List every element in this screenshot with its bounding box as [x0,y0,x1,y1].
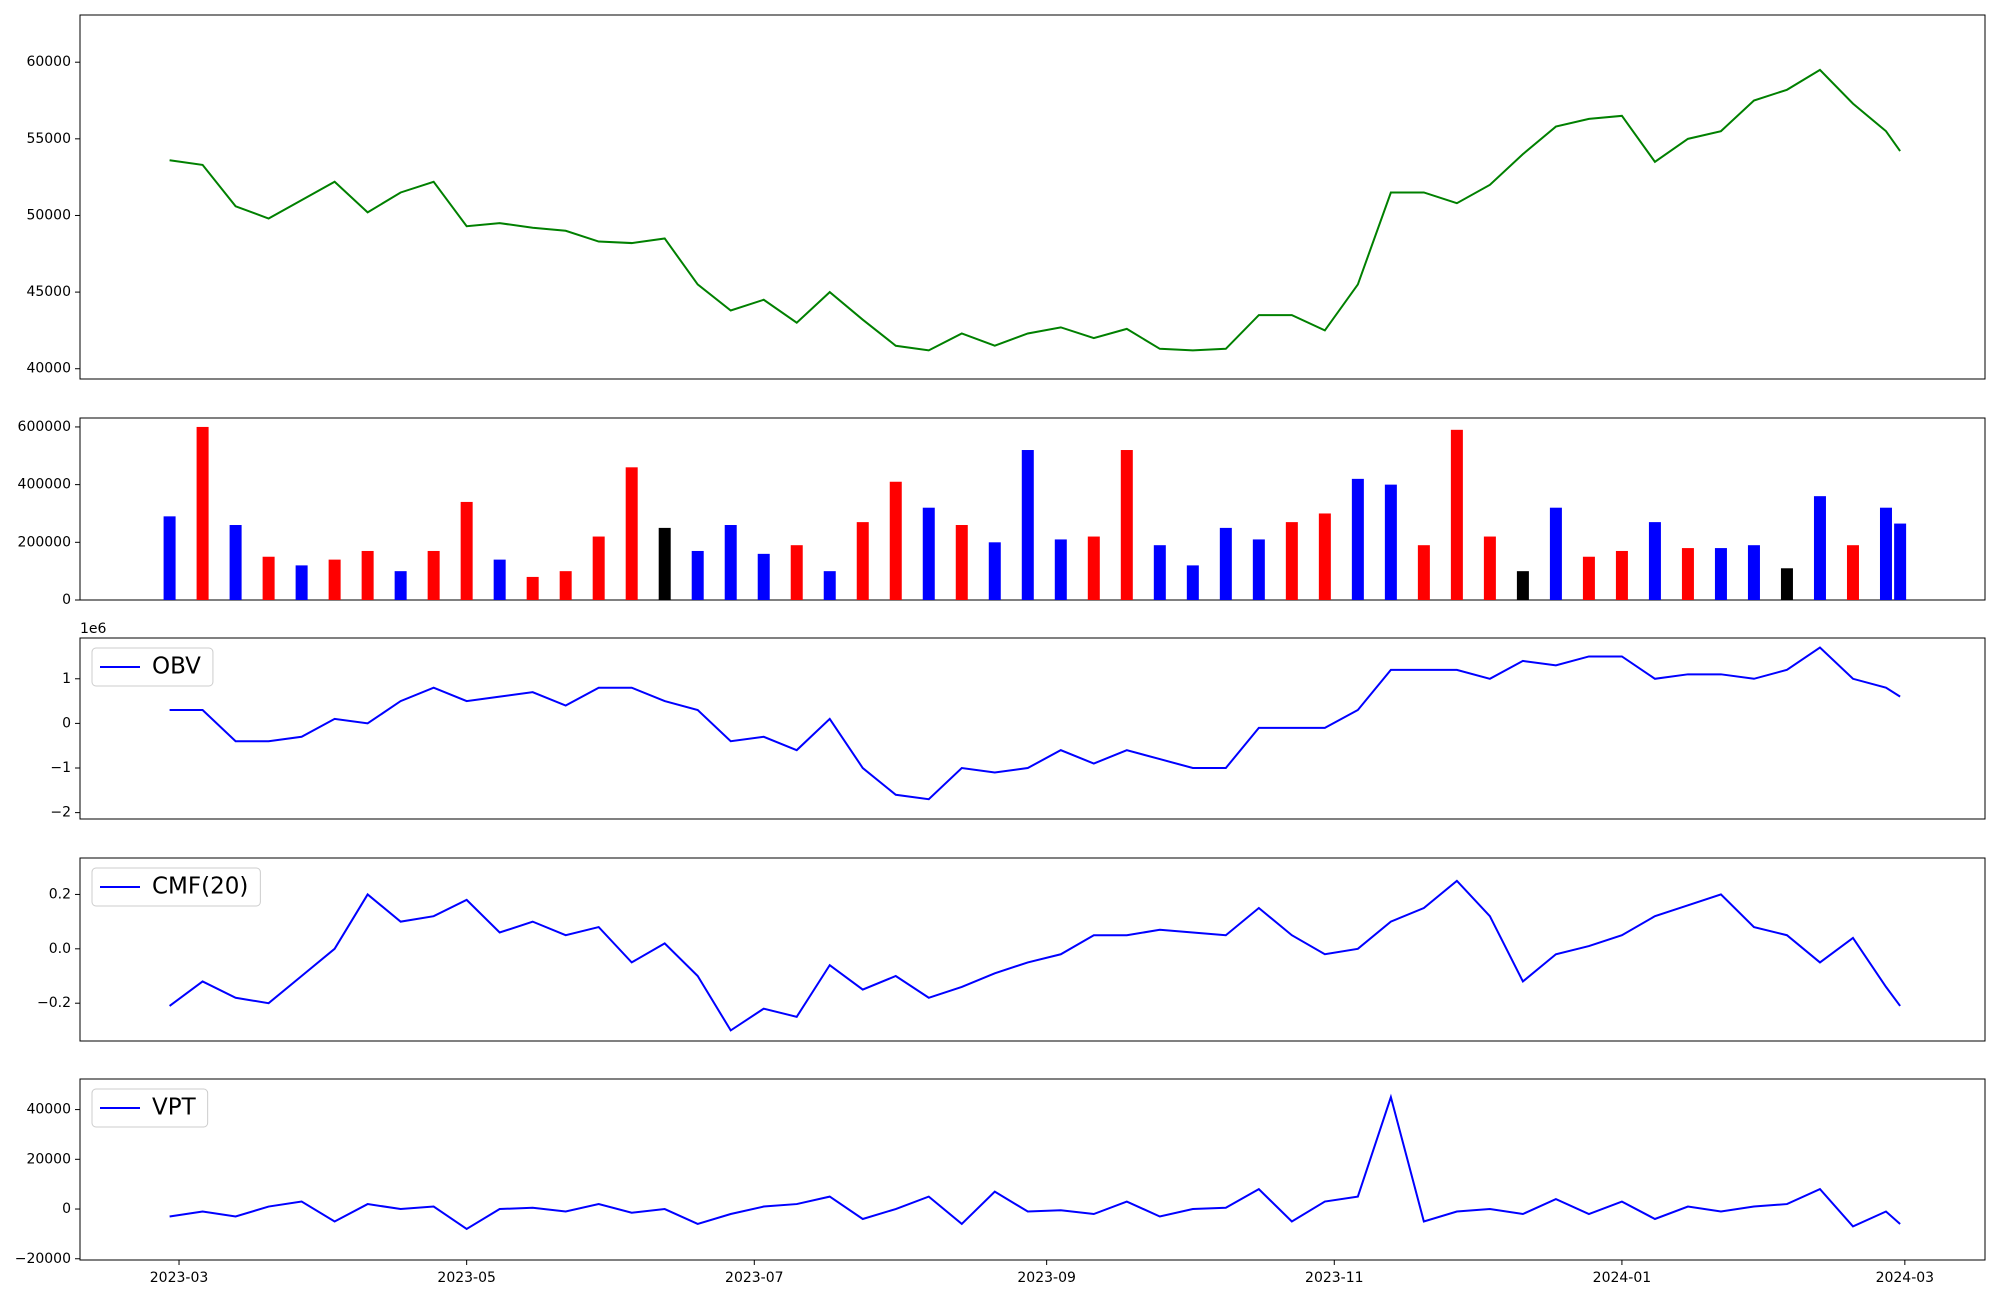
volume-bar [1615,550,1628,600]
y-tick-label: 55000 [26,131,71,147]
panel-frame [79,14,1986,380]
x-tick-label: 2023-11 [1305,1270,1364,1286]
y-tick-label: 45000 [26,284,71,300]
x-tick-label: 2023-07 [725,1270,784,1286]
volume-bar [1351,478,1364,600]
volume-bar [295,565,308,600]
volume-bar [757,553,770,600]
volume-bar [724,525,737,600]
volume-bar [1780,568,1793,600]
y-tick-label: 0.0 [49,941,71,957]
volume-bar [1285,522,1298,600]
y-tick-label: 600000 [18,419,71,435]
volume-bar [1582,556,1595,600]
y-tick-label: 20000 [26,1151,71,1167]
volume-bar [1021,450,1034,600]
legend-label: VPT [152,1095,197,1121]
volume-bar [328,559,341,600]
volume-bar [361,550,374,600]
legend-label: CMF(20) [152,874,248,900]
line-series [169,68,1901,352]
legend-box [91,1088,209,1128]
volume-bar [262,556,275,600]
volume-bar [1813,496,1826,600]
volume-bar [229,525,242,600]
x-tick-label: 2024-01 [1593,1270,1652,1286]
volume-bar [691,550,704,600]
legend-box [91,647,214,687]
volume-bar [856,522,869,600]
y-tick-label: 50000 [26,207,71,223]
volume-bar [1417,545,1430,600]
y-tick-label: 0 [62,715,71,731]
line-series [168,879,1901,1032]
panel-frame [79,1078,1986,1261]
legend-label: OBV [152,654,201,680]
y-tick-label: 200000 [18,534,71,550]
volume-bar [1648,522,1661,600]
volume-bar [1483,536,1496,600]
panel-frame [79,857,1986,1042]
volume-bar [625,467,638,600]
y-tick-label: 0 [62,1201,71,1217]
y-tick-label: −2 [50,805,71,821]
x-tick-label: 2023-05 [437,1270,496,1286]
volume-bar [790,545,803,600]
x-tick-label: 2023-03 [150,1270,209,1286]
volume-bar [1681,548,1694,600]
volume-bar [1186,565,1199,600]
volume-bar [1219,527,1232,600]
volume-bar [592,536,605,600]
volume-bar [1153,545,1166,600]
volume-bar [1516,571,1529,600]
volume-bar [1879,507,1892,600]
volume-bar [163,516,176,600]
volume-bar [1318,513,1331,600]
volume-bar [427,550,440,600]
x-tick-label: 2024-03 [1876,1270,1935,1286]
y-tick-label: 40000 [26,361,71,377]
volume-bar [1054,539,1067,600]
volume-bar [1714,548,1727,600]
y-tick-label: −20000 [15,1251,71,1267]
panel-frame [79,637,1986,820]
volume-bar [1384,484,1397,600]
x-tick-label: 2023-09 [1017,1270,1076,1286]
line-series [169,1093,1901,1231]
volume-bar [823,571,836,600]
volume-bar [196,426,209,600]
y-tick-label: 40000 [26,1102,71,1118]
volume-bar [988,542,1001,600]
volume-bar [493,559,506,600]
y-tick-label: −0.2 [37,995,71,1011]
volume-bar [658,527,671,600]
volume-bar [559,571,572,600]
y-tick-label: 400000 [18,477,71,493]
volume-bar [1252,539,1265,600]
volume-bar [1087,536,1100,600]
volume-bar [1747,545,1760,600]
y-tick-label: 0.2 [49,886,71,902]
legend-box [91,867,261,907]
y-tick-label: 60000 [26,54,71,70]
volume-bar [1120,450,1133,600]
volume-bar [889,481,902,600]
volume-bar [1549,507,1562,600]
y-tick-label: −1 [50,760,71,776]
y-tick-label: 1 [62,671,71,687]
line-series [169,646,1901,801]
y-offset-label: 1e6 [80,621,107,637]
volume-bar [526,576,539,600]
volume-bar [394,571,407,600]
volume-bar [1846,545,1859,600]
volume-bar [460,501,473,600]
volume-bar [1894,523,1907,600]
y-tick-label: 0 [62,592,71,608]
volume-bar [955,525,968,600]
volume-bar [1450,429,1463,600]
volume-bar [922,507,935,600]
